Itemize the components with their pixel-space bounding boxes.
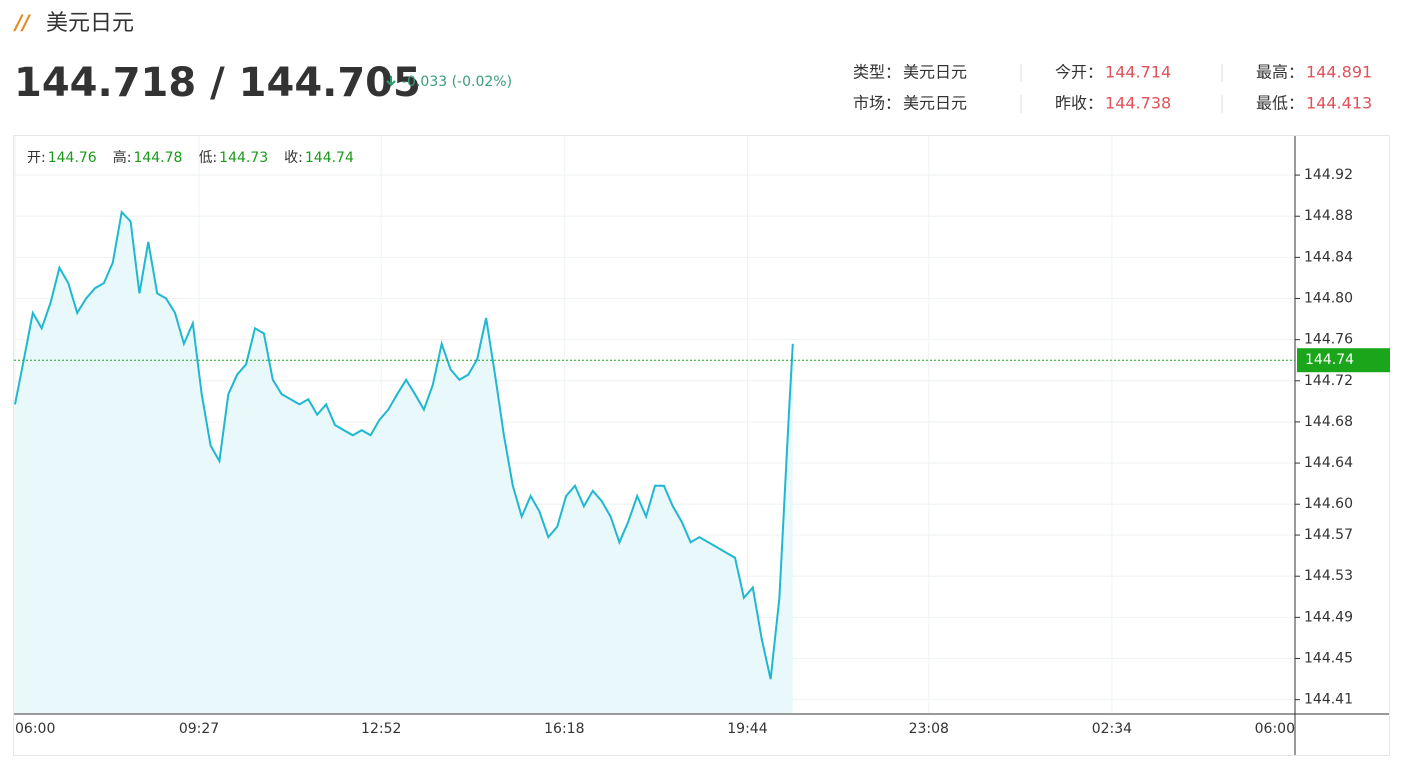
info-value: 144.413: [1306, 94, 1372, 113]
info-label: 最低：: [1256, 94, 1304, 113]
ohlc-label: 低:: [198, 150, 217, 166]
y-tick-label: 144.57: [1304, 527, 1353, 543]
current-price-box: [1297, 348, 1390, 373]
info-value: 美元日元: [903, 63, 967, 82]
info-label: 类型：: [853, 63, 901, 82]
y-tick-label: 144.60: [1304, 496, 1353, 512]
y-tick-label: 144.88: [1304, 208, 1353, 224]
y-tick-label: 144.72: [1304, 373, 1353, 389]
ohlc-value: 144.78: [133, 150, 182, 166]
ohlc-label: 收:: [284, 150, 303, 166]
x-tick-label: 12:52: [361, 721, 401, 737]
ohlc-label: 开:: [27, 150, 46, 166]
y-tick-label: 144.64: [1304, 455, 1353, 471]
y-tick-label: 144.53: [1304, 568, 1353, 584]
info-value: 144.891: [1306, 63, 1372, 82]
y-tick-label: 144.68: [1304, 414, 1353, 430]
price: 144.718 / 144.705: [14, 60, 421, 106]
ohlc-value: 144.73: [219, 150, 268, 166]
y-tick-label: 144.45: [1304, 650, 1353, 666]
ohlc-value: 144.74: [305, 150, 354, 166]
y-tick-label: 144.80: [1304, 291, 1353, 307]
y-tick-label: 144.41: [1304, 692, 1353, 708]
title: 美元日元: [46, 11, 134, 36]
info-label: 今开：: [1055, 63, 1103, 82]
info-label: 昨收：: [1055, 94, 1103, 113]
info-label: 市场：: [853, 94, 901, 113]
x-tick-label: 02:34: [1092, 721, 1132, 737]
change: -0.033 (-0.02%): [402, 74, 512, 90]
down-arrow: [386, 76, 396, 87]
x-tick-label: 23:08: [909, 721, 949, 737]
ohlc-label: 高:: [113, 149, 132, 166]
y-tick-label: 144.49: [1304, 609, 1353, 625]
y-tick-label: 144.92: [1304, 167, 1353, 183]
logo: //: [13, 11, 31, 35]
info-label: 最高：: [1256, 63, 1304, 82]
x-tick-label: 16:18: [544, 721, 584, 737]
x-tick-label: 06:00: [1255, 721, 1295, 737]
y-tick-label: 144.84: [1304, 249, 1353, 265]
current-price-label: 144.74: [1305, 352, 1354, 368]
info-value: 美元日元: [903, 94, 967, 113]
ohlc-value: 144.76: [48, 150, 97, 166]
y-tick-label: 144.76: [1304, 332, 1353, 348]
x-tick-label: 19:44: [727, 721, 767, 737]
x-tick-label: 06:00: [15, 721, 55, 737]
info-value: 144.738: [1105, 94, 1171, 113]
price-line: [14, 209, 794, 680]
chart-frame: [13, 135, 1390, 756]
info-value: 144.714: [1105, 63, 1171, 82]
area: [15, 212, 793, 713]
x-tick-label: 09:27: [179, 721, 219, 737]
